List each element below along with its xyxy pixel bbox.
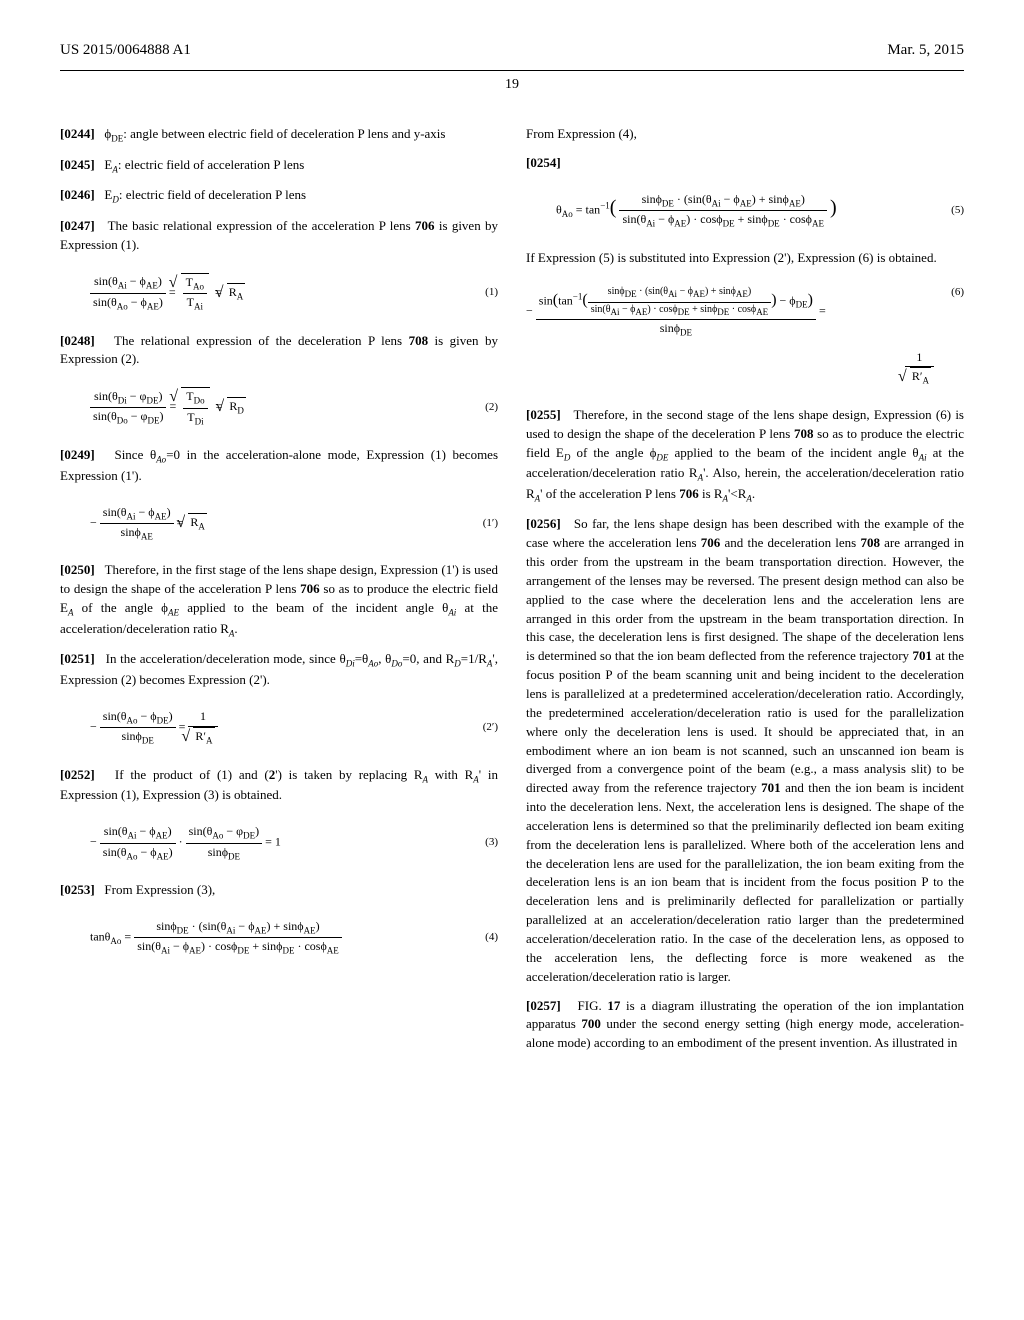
para-0256: [0256] So far, the lens shape design has…	[526, 515, 964, 986]
equation-6: − sin(tan−1(sinϕDE · (sin(θAi − ϕAE) + s…	[526, 285, 964, 387]
para-0248: [0248] The relational expression of the …	[60, 332, 498, 370]
eq-number: (4)	[485, 930, 498, 946]
right-column: From Expression (4), [0254] θAo = tan−1(…	[526, 125, 964, 1063]
equation-2: sin(θDi − φDE)sin(θDo − φDE) = TDoTDi = …	[90, 387, 498, 428]
equation-1: sin(θAi − ϕAE)sin(θAo − ϕAE) = TAoTAi = …	[90, 273, 498, 314]
para-0252: [0252] If the product of (1) and (2') is…	[60, 766, 498, 805]
eq-number: (2′)	[483, 720, 498, 736]
para-0249: [0249] Since θAo=0 in the acceleration-a…	[60, 446, 498, 485]
patent-number: US 2015/0064888 A1	[60, 40, 191, 62]
para-0254: [0254]	[526, 154, 964, 173]
para-num: [0255]	[526, 407, 561, 422]
eq-number: (1)	[485, 285, 498, 301]
equation-2p: − sin(θAo − ϕDE)sinϕDE = 1R′A (2′)	[90, 708, 498, 748]
para-0250: [0250] Therefore, in the first stage of …	[60, 561, 498, 640]
page-number: 19	[60, 75, 964, 95]
eq-number: (6)	[951, 285, 964, 301]
para-0245: [0245] EA: electric field of acceleratio…	[60, 156, 498, 177]
para-text: From Expression (3),	[104, 882, 215, 897]
equation-1p: − sin(θAi − ϕAE)sinϕAE = RA (1′)	[90, 504, 498, 544]
eq-number: (1′)	[483, 516, 498, 532]
para-num: [0247]	[60, 218, 95, 233]
para-0244: [0244] ϕDE: angle between electric field…	[60, 125, 498, 146]
para-num: [0252]	[60, 767, 95, 782]
para-num: [0257]	[526, 998, 561, 1013]
eq-number: (3)	[485, 835, 498, 851]
eq-number: (5)	[951, 203, 964, 219]
equation-3: − sin(θAi − ϕAE)sin(θAo − ϕAE) · sin(θAo…	[90, 823, 498, 863]
after-eq5: If Expression (5) is substituted into Ex…	[526, 249, 964, 268]
left-column: [0244] ϕDE: angle between electric field…	[60, 125, 498, 1063]
para-num: [0245]	[60, 157, 95, 172]
para-num: [0250]	[60, 562, 95, 577]
two-column-body: [0244] ϕDE: angle between electric field…	[60, 125, 964, 1063]
para-0247: [0247] The basic relational expression o…	[60, 217, 498, 255]
para-0253: [0253] From Expression (3),	[60, 881, 498, 900]
para-num: [0248]	[60, 333, 95, 348]
para-num: [0253]	[60, 882, 95, 897]
equation-5: θAo = tan−1( sinϕDE · (sin(θAi − ϕAE) + …	[526, 191, 964, 231]
para-num: [0251]	[60, 651, 95, 666]
patent-date: Mar. 5, 2015	[887, 40, 964, 62]
para-0255: [0255] Therefore, in the second stage of…	[526, 406, 964, 506]
eq-number: (2)	[485, 400, 498, 416]
para-0257: [0257] FIG. 17 is a diagram illustrating…	[526, 997, 964, 1054]
from-expr-4: From Expression (4),	[526, 125, 964, 144]
para-0246: [0246] ED: electric field of deceleratio…	[60, 186, 498, 207]
para-num: [0256]	[526, 516, 561, 531]
para-num: [0246]	[60, 187, 95, 202]
para-num: [0244]	[60, 126, 95, 141]
para-num: [0254]	[526, 155, 561, 170]
para-0251: [0251] In the acceleration/deceleration …	[60, 650, 498, 689]
page-header: US 2015/0064888 A1 Mar. 5, 2015	[60, 40, 964, 62]
header-rule	[60, 70, 964, 71]
para-num: [0249]	[60, 447, 95, 462]
equation-4: tanθAo = sinϕDE · (sin(θAi − ϕAE) + sinϕ…	[90, 918, 498, 958]
